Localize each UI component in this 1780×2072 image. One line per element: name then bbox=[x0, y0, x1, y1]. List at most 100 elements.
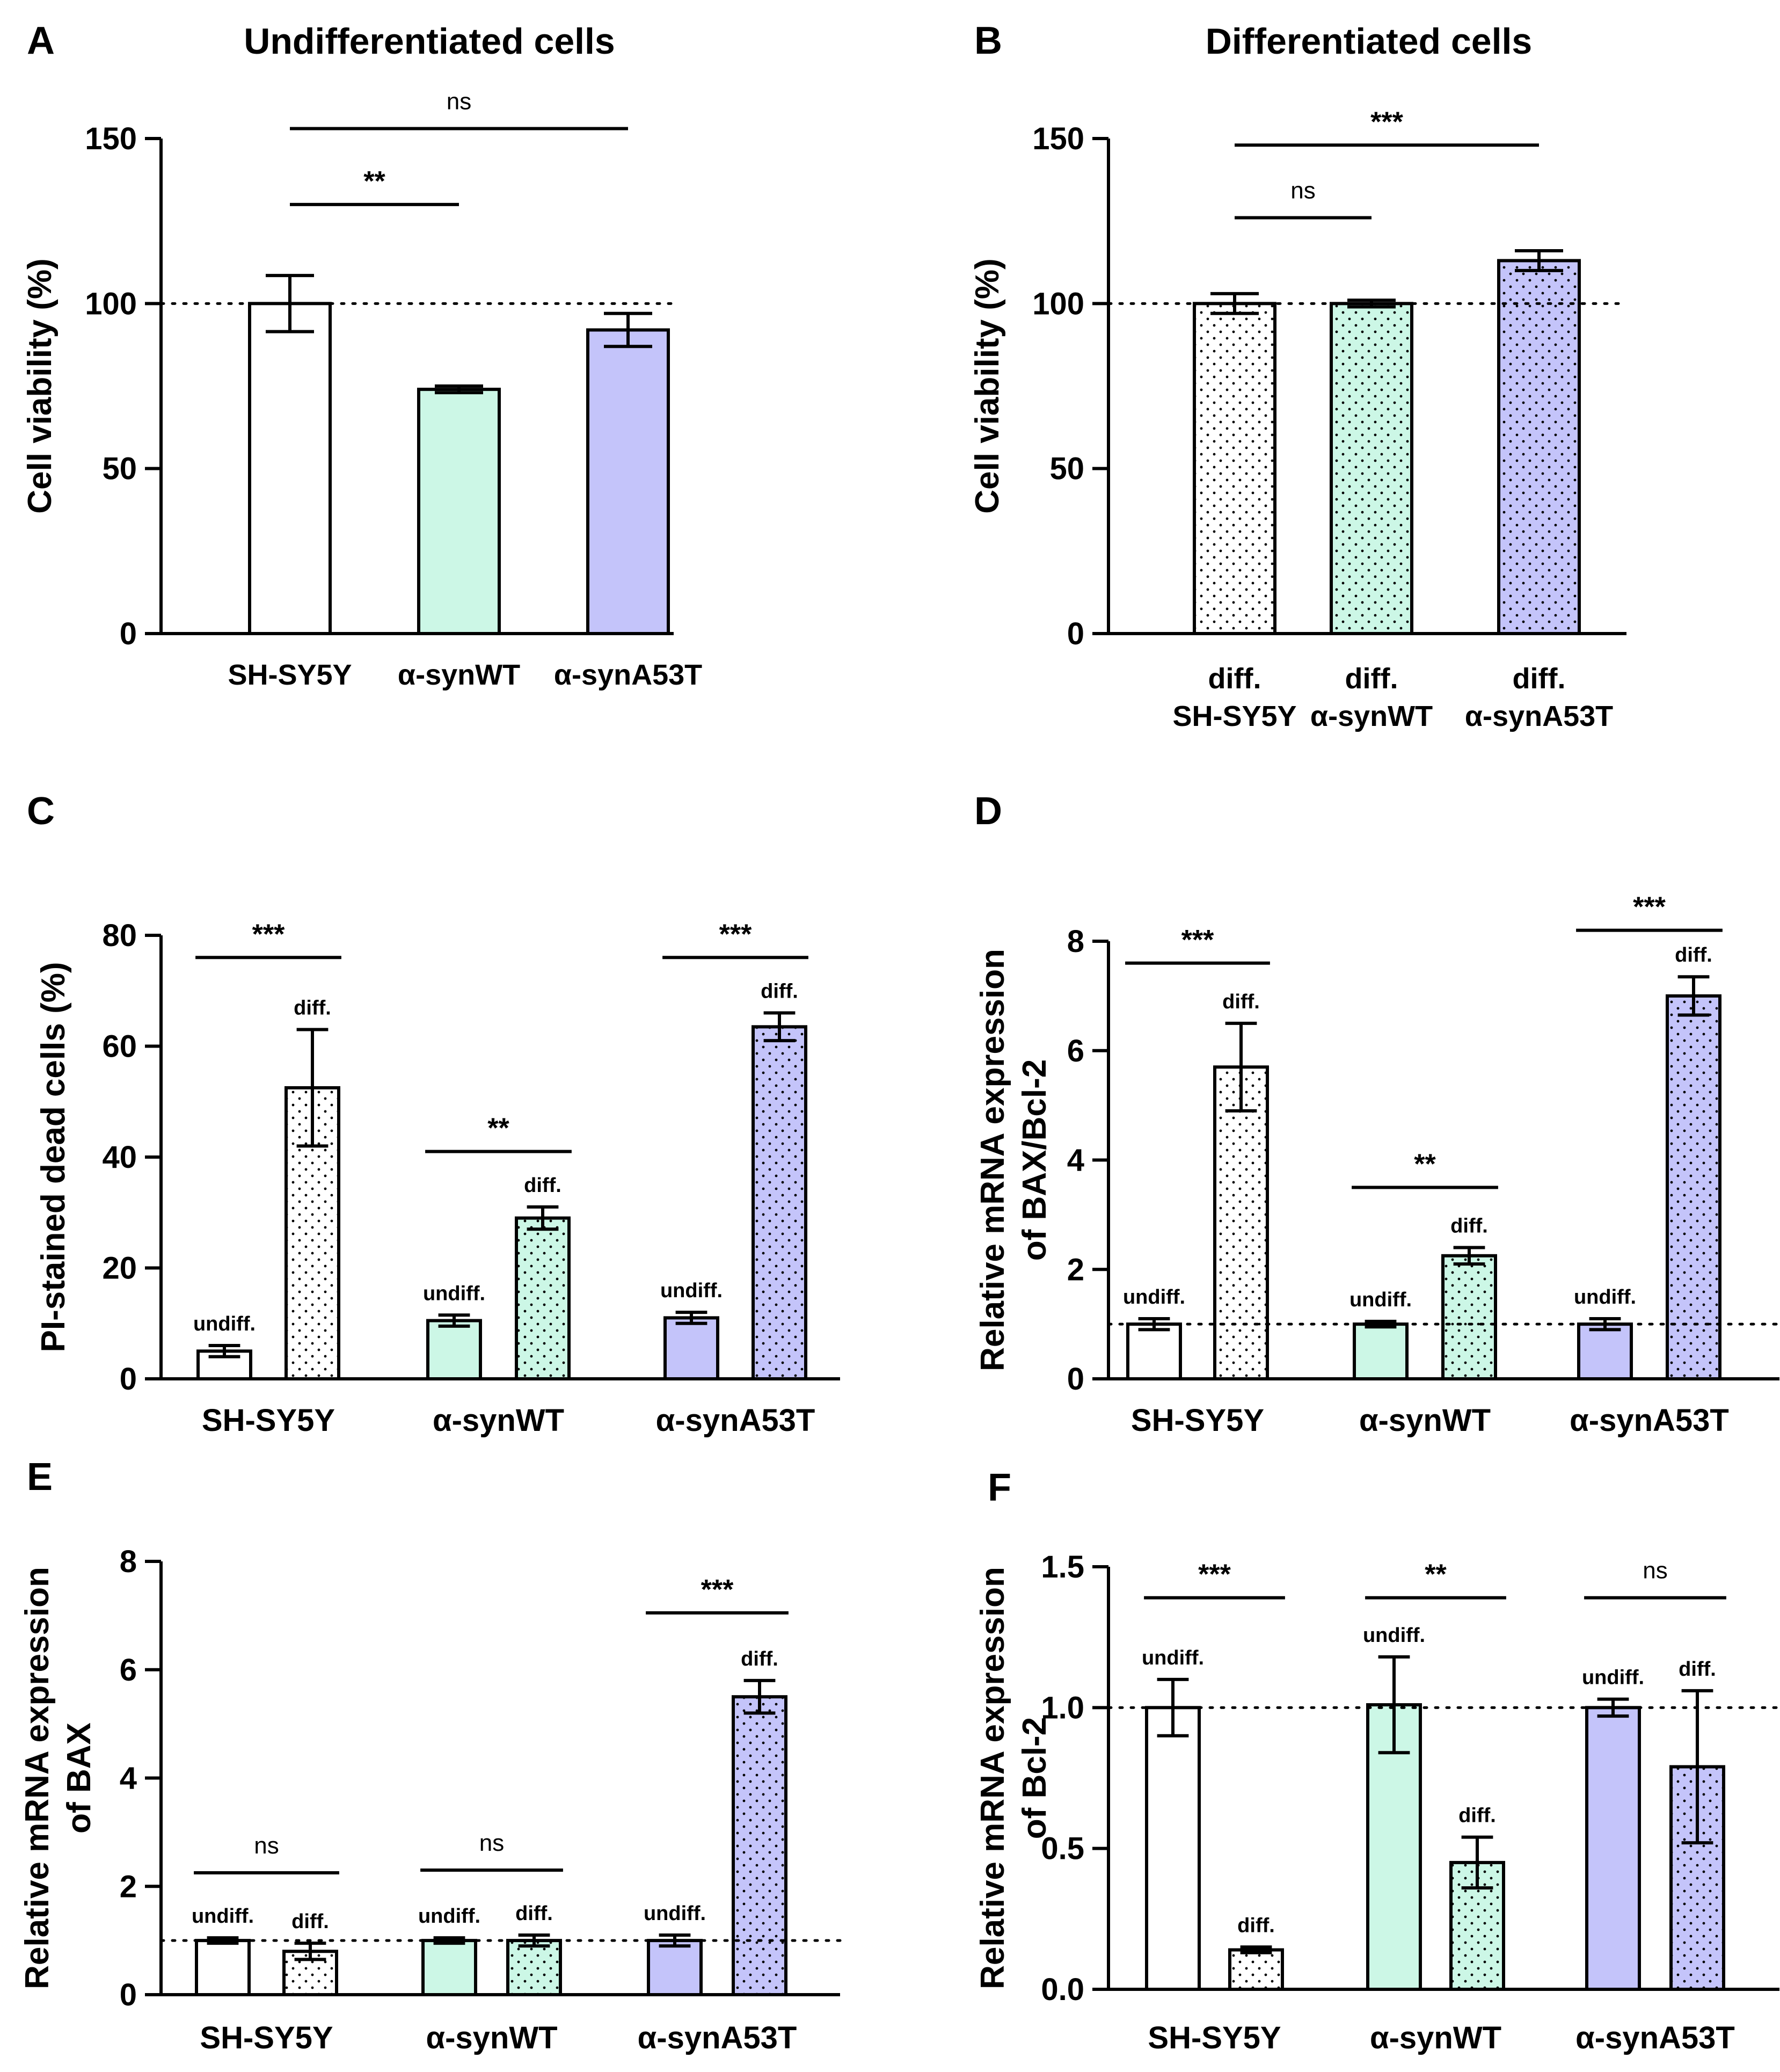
bar-tag-label: diff. bbox=[761, 980, 798, 1003]
y-axis-title: Relative mRNA expression bbox=[19, 1567, 56, 1989]
bar-dot-pattern bbox=[1669, 997, 1718, 1377]
bar-dot-pattern bbox=[1333, 305, 1410, 632]
bar bbox=[663, 1316, 719, 1381]
bar-tag-label: undiff. bbox=[423, 1282, 485, 1305]
bar-tag-label: diff. bbox=[1458, 1805, 1496, 1827]
significance-label: ns bbox=[254, 1833, 279, 1859]
bar-dot-pattern bbox=[1445, 1257, 1494, 1377]
bar-tag-label: undiff. bbox=[1349, 1289, 1412, 1311]
chart-panel-f: F Relative mRNA expression of Bcl-2 0.0 0.5 1… bbox=[974, 1466, 1780, 2055]
y-tick-label: 0.5 bbox=[1041, 1831, 1084, 1866]
y-tick-label: 0 bbox=[120, 1978, 137, 2012]
panel-title: Differentiated cells bbox=[1206, 21, 1532, 62]
bar-dot-pattern bbox=[1231, 1951, 1281, 1988]
bar bbox=[1585, 1706, 1641, 1991]
significance-label: *** bbox=[719, 919, 752, 950]
bar-tag-label: undiff. bbox=[1123, 1286, 1185, 1308]
y-tick-label: 1.5 bbox=[1041, 1550, 1084, 1584]
bar-tag-label: undiff. bbox=[1363, 1624, 1425, 1647]
chart-panel-a: A Undifferentiated cells Cell viability (%… bbox=[21, 19, 702, 691]
y-tick-label: 0 bbox=[120, 1362, 137, 1397]
bar-tag-label: undiff. bbox=[193, 1313, 256, 1335]
x-category-label: α-synA53T bbox=[554, 659, 702, 691]
y-tick-label: 100 bbox=[1032, 286, 1084, 321]
bar bbox=[1145, 1706, 1201, 1991]
bar-tag-label: diff. bbox=[524, 1174, 561, 1197]
bar bbox=[1577, 1322, 1633, 1380]
figure-panels: A Undifferentiated cells Cell viability (%… bbox=[19, 19, 1780, 2055]
bar-tag-label: diff. bbox=[294, 997, 331, 1020]
y-axis-title: of BAX bbox=[61, 1722, 98, 1834]
bar-tag-label: diff. bbox=[291, 1910, 329, 1933]
significance-label: *** bbox=[701, 1574, 734, 1605]
bar-tag-label: diff. bbox=[1679, 1658, 1716, 1681]
bar-tag-label: diff. bbox=[741, 1648, 778, 1670]
x-category-label: α-synA53T bbox=[638, 2020, 797, 2055]
bar-tag-label: diff. bbox=[1237, 1914, 1275, 1937]
y-tick-label: 4 bbox=[120, 1761, 137, 1796]
y-tick-label: 80 bbox=[102, 918, 137, 953]
y-tick-label: 1.0 bbox=[1041, 1690, 1084, 1725]
y-tick-label: 2 bbox=[1067, 1252, 1084, 1287]
bar-tag-label: undiff. bbox=[418, 1905, 480, 1928]
y-tick-label: 150 bbox=[85, 121, 137, 156]
significance-label: *** bbox=[1633, 892, 1666, 923]
significance-label: ** bbox=[1414, 1148, 1436, 1180]
significance-label: ns bbox=[1290, 178, 1315, 204]
bar bbox=[1126, 1322, 1182, 1380]
panel-letter: A bbox=[27, 19, 55, 62]
significance-label: ns bbox=[1643, 1558, 1667, 1584]
y-tick-label: 60 bbox=[102, 1029, 137, 1064]
bar-tag-label: diff. bbox=[1675, 944, 1712, 966]
significance-label: *** bbox=[1370, 106, 1403, 137]
chart-panel-d: D Relative mRNA expression of BAX/Bcl-2 0 2 4… bbox=[974, 790, 1780, 1438]
panel-letter: D bbox=[974, 790, 1002, 833]
x-category-label: SH-SY5Y bbox=[228, 659, 352, 691]
y-tick-label: 150 bbox=[1032, 121, 1084, 156]
x-category-label: SH-SY5Y bbox=[200, 2020, 333, 2055]
bar-tag-label: diff. bbox=[1450, 1215, 1488, 1238]
x-category-label: α-synWT bbox=[1370, 2020, 1501, 2055]
x-category-label: diff. bbox=[1345, 663, 1398, 695]
panel-title: Undifferentiated cells bbox=[244, 21, 615, 62]
x-category-label: α-synA53T bbox=[656, 1403, 815, 1438]
significance-label: ** bbox=[363, 166, 385, 197]
bar-dot-pattern bbox=[1196, 305, 1273, 632]
significance-label: *** bbox=[1181, 925, 1214, 956]
x-category-label: SH-SY5Y bbox=[1148, 2020, 1281, 2055]
bar-tag-label: undiff. bbox=[1574, 1286, 1636, 1308]
y-tick-label: 0 bbox=[1067, 616, 1084, 651]
bar-dot-pattern bbox=[755, 1028, 804, 1377]
bar-tag-label: undiff. bbox=[1582, 1667, 1644, 1689]
bar-tag-label: undiff. bbox=[1142, 1647, 1204, 1669]
bar-dot-pattern bbox=[735, 1698, 784, 1993]
x-category-label: SH-SY5Y bbox=[202, 1403, 335, 1438]
panel-letter: B bbox=[974, 19, 1002, 62]
x-category-label: α-synWT bbox=[426, 2020, 557, 2055]
panel-letter: F bbox=[988, 1466, 1011, 1509]
x-category-label: α-synWT bbox=[1310, 700, 1433, 732]
bar-tag-label: undiff. bbox=[644, 1902, 706, 1925]
y-tick-label: 0 bbox=[1067, 1362, 1084, 1397]
bar bbox=[195, 1939, 251, 1996]
y-tick-label: 50 bbox=[102, 452, 137, 486]
y-tick-label: 4 bbox=[1067, 1143, 1084, 1178]
chart-panel-b: B Differentiated cells Cell viability (%) 0… bbox=[969, 19, 1628, 732]
bar bbox=[1353, 1322, 1409, 1380]
significance-label: *** bbox=[1198, 1559, 1231, 1590]
y-axis-title: Relative mRNA expression bbox=[974, 1567, 1011, 1989]
bar bbox=[647, 1939, 703, 1996]
x-category-label: diff. bbox=[1513, 663, 1566, 695]
bar-tag-label: undiff. bbox=[192, 1905, 254, 1928]
panel-letter: C bbox=[27, 790, 55, 833]
x-category-label: α-synA53T bbox=[1570, 1403, 1729, 1438]
y-tick-label: 20 bbox=[102, 1251, 137, 1286]
y-tick-label: 50 bbox=[1049, 452, 1084, 486]
panel-letter: E bbox=[27, 1456, 53, 1499]
bar bbox=[586, 328, 670, 635]
bar bbox=[1366, 1703, 1422, 1991]
x-category-label: α-synA53T bbox=[1575, 2020, 1735, 2055]
y-axis-title: of Bcl-2 bbox=[1016, 1717, 1053, 1839]
x-category-label: α-synWT bbox=[1359, 1403, 1491, 1438]
